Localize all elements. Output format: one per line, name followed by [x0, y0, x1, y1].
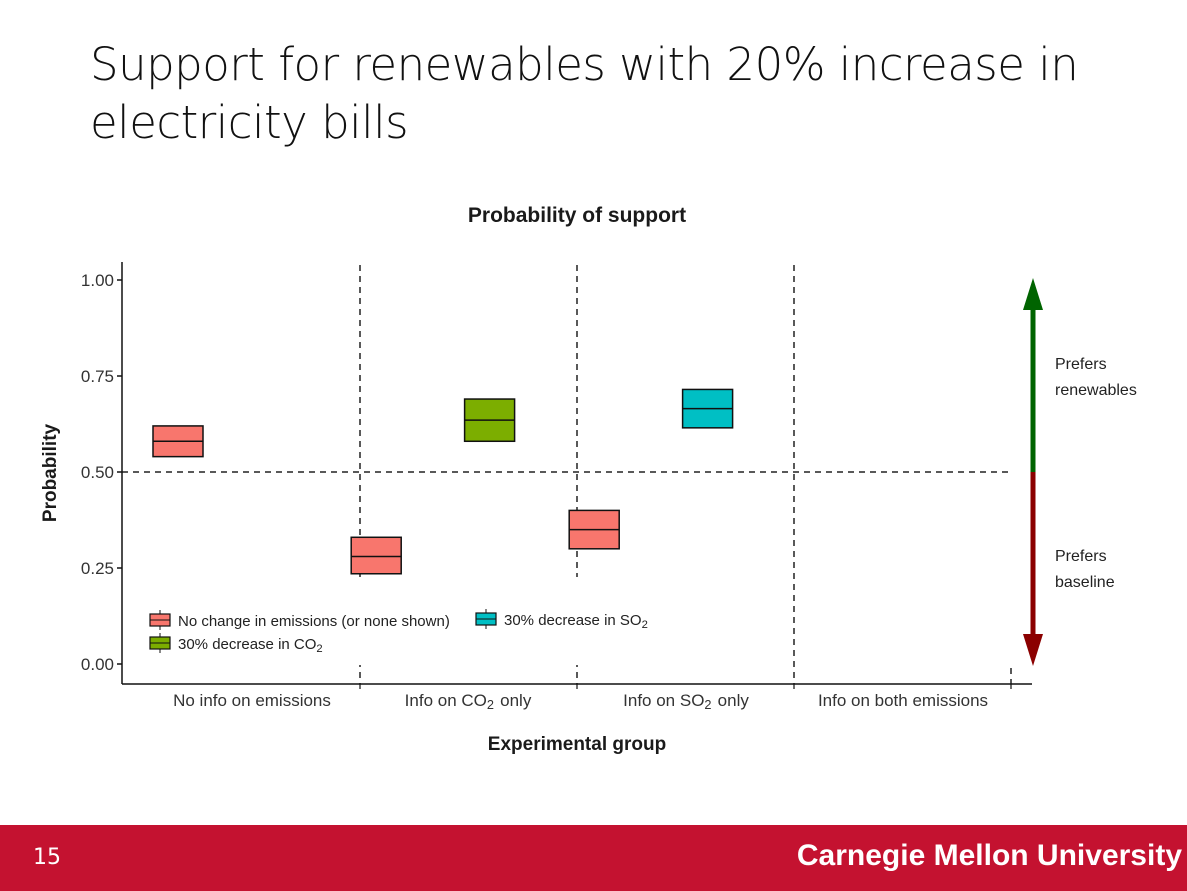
divider-gap — [567, 577, 587, 665]
chart-title: Probability of support — [468, 204, 686, 227]
x-tick-label: Info on both emissions — [818, 691, 988, 710]
y-tick-label: 0.25 — [81, 559, 114, 578]
legend-label: 30% decrease in SO2 — [504, 612, 649, 631]
y-tick-label: 1.00 — [81, 271, 114, 290]
prefers-baseline-label: Prefers baseline — [1055, 548, 1115, 591]
slide-title: Support for renewables with 20% increase… — [90, 38, 1079, 149]
arrow-down-icon — [1023, 634, 1043, 666]
y-axis-label: Probability — [40, 423, 61, 522]
x-axis-label: Experimental group — [488, 734, 666, 755]
x-tick-label: No info on emissions — [173, 691, 331, 710]
university-name: Carnegie Mellon University — [796, 839, 1182, 872]
y-tick-label: 0.50 — [81, 463, 114, 482]
page-number: 15 — [33, 845, 61, 870]
legend-label: No change in emissions (or none shown) — [178, 613, 450, 630]
probability-chart: Probability of support Probability Exper… — [40, 204, 1137, 755]
footer-bar: 15 Carnegie Mellon University — [0, 825, 1187, 891]
arrow-up-icon — [1023, 278, 1043, 310]
prefers-renewables-label: Prefers renewables — [1055, 356, 1137, 399]
y-tick-label: 0.75 — [81, 367, 114, 386]
legend-label: 30% decrease in CO2 — [178, 636, 324, 655]
x-tick-label: Info on CO2 only — [405, 691, 532, 712]
x-tick-label: Info on SO2 only — [623, 691, 749, 712]
y-tick-label: 0.00 — [81, 655, 114, 674]
box-0 — [350, 536, 402, 575]
divider-gap — [350, 577, 370, 665]
